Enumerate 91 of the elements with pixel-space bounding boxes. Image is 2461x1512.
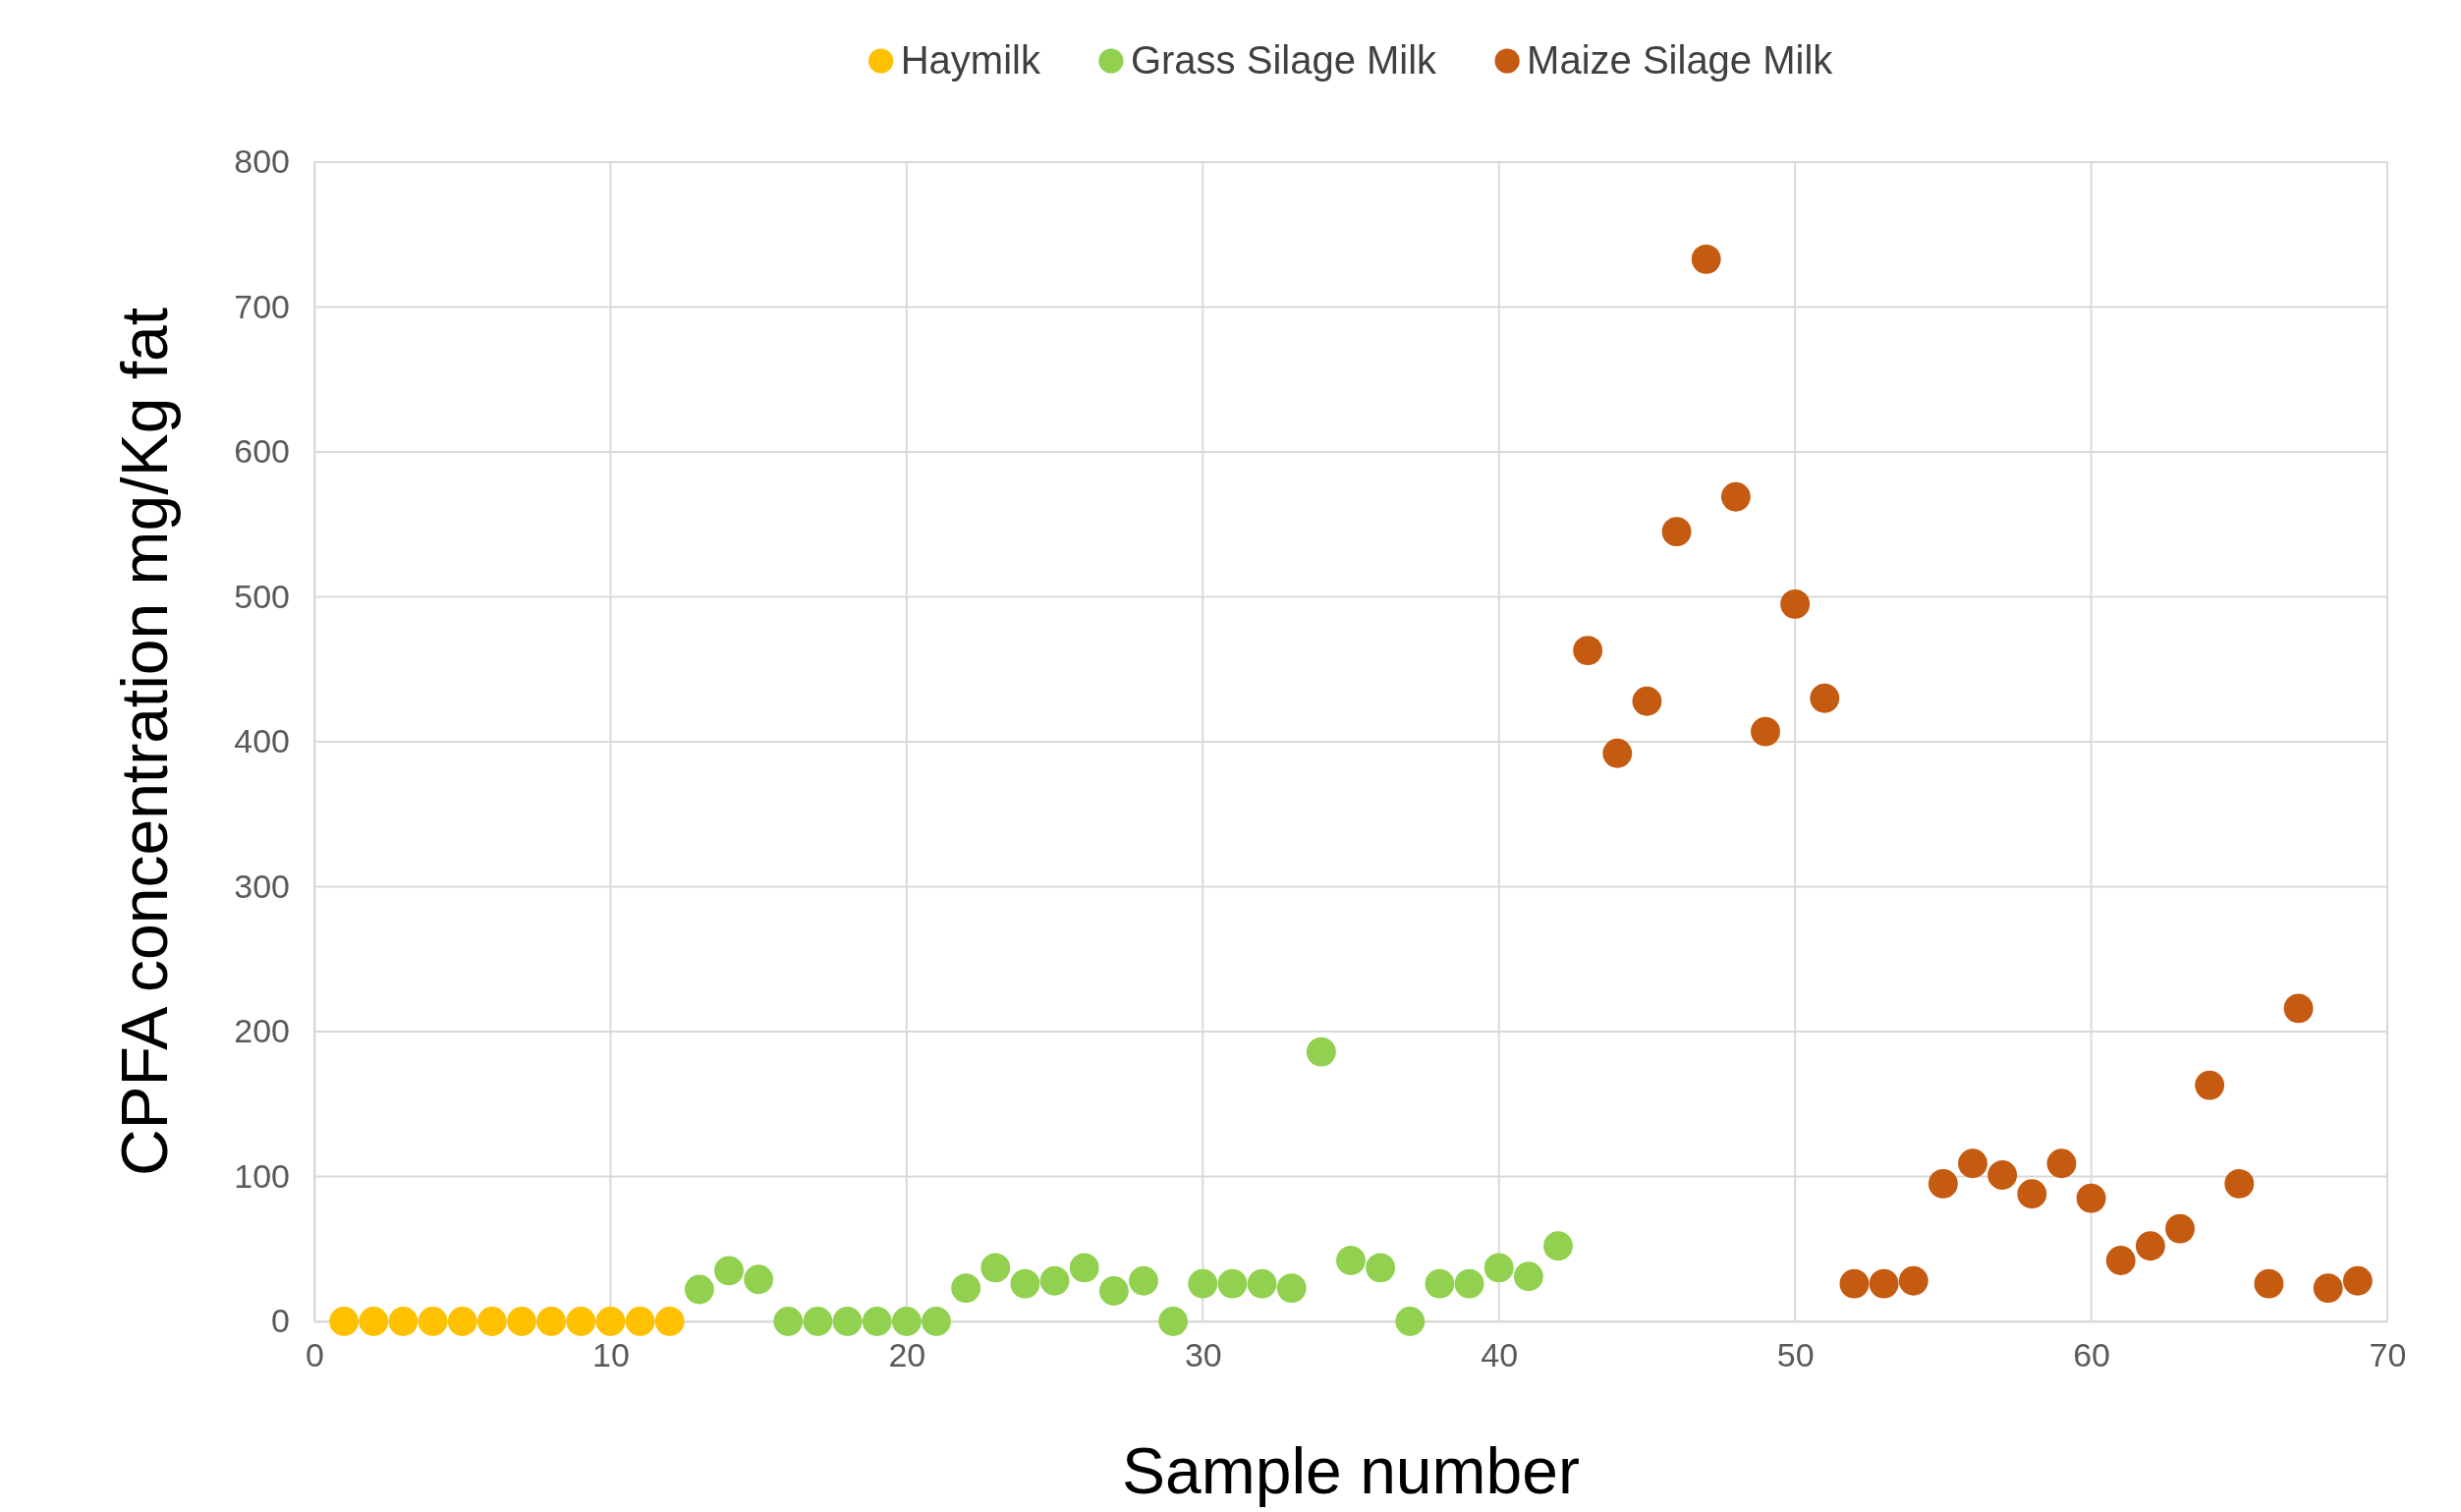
point [536,1307,567,1336]
point [1632,686,1662,716]
point [2165,1213,2195,1244]
point [1780,588,1811,619]
point [714,1256,744,1286]
legend-label: Haymilk [900,38,1041,82]
y-tick-label: 400 [234,722,290,760]
y-tick-label: 300 [234,867,290,905]
point [744,1264,774,1295]
point [1898,1265,1929,1296]
point [1661,517,1692,547]
point [1395,1307,1426,1336]
point [476,1307,507,1336]
point [1958,1148,1987,1179]
point [2283,993,2314,1024]
point [2342,1265,2373,1296]
point [1010,1268,1040,1299]
point [773,1307,804,1336]
legend-label: Maize Silage Milk [1527,38,1834,82]
point [654,1307,685,1336]
point [2254,1268,2284,1299]
point [1987,1160,2018,1190]
point [2224,1168,2255,1199]
point [1513,1261,1543,1292]
point [1336,1246,1366,1275]
point [625,1307,655,1336]
point [2195,1070,2225,1100]
point [566,1307,596,1336]
point [1276,1273,1307,1303]
point [951,1273,981,1303]
point [2313,1273,2343,1303]
point [684,1274,714,1305]
point [2017,1179,2047,1209]
x-tick-label: 40 [1481,1336,1519,1374]
y-tick-label: 700 [234,287,290,325]
point [1602,738,1633,768]
point [1069,1253,1099,1283]
legend-label: Grass Silage Milk [1130,38,1438,82]
point [862,1307,892,1336]
point [891,1307,922,1336]
point [832,1307,863,1336]
point [1039,1265,1070,1296]
y-axis-title: CPFA concentration mg/Kg fat [108,307,181,1177]
point [1869,1268,1899,1299]
point [1573,636,1603,665]
y-tick-label: 100 [234,1156,290,1195]
point [2105,1246,2136,1275]
point [1306,1036,1336,1067]
point [1810,683,1840,713]
point [1366,1253,1396,1283]
point [1158,1307,1189,1336]
point [922,1307,951,1336]
x-tick-label: 60 [2073,1336,2110,1374]
point [1247,1268,1277,1299]
point [1188,1268,1218,1299]
point [1129,1265,1158,1296]
point [1720,481,1751,512]
x-tick-label: 50 [1776,1336,1815,1374]
point [1217,1268,1248,1299]
x-tick-label: 30 [1184,1336,1222,1374]
point [1098,1276,1129,1306]
point [329,1307,360,1336]
y-tick-label: 0 [271,1302,290,1340]
point [1483,1253,1514,1283]
point [1543,1231,1573,1261]
point [507,1307,536,1336]
point [1691,244,1721,274]
x-tick-label: 70 [2369,1336,2407,1374]
point [2076,1183,2106,1213]
point [359,1307,389,1336]
point [388,1307,419,1336]
x-tick-label: 0 [306,1336,324,1374]
point [595,1307,626,1336]
point [1751,716,1780,747]
point [418,1307,448,1336]
point [2135,1231,2165,1261]
x-tick-label: 10 [592,1336,630,1374]
y-tick-label: 500 [234,577,290,615]
y-tick-label: 200 [234,1012,290,1050]
x-tick-label: 20 [888,1336,926,1374]
point [1454,1268,1484,1299]
point [980,1253,1011,1283]
y-tick-label: 800 [234,142,290,181]
point [1425,1268,1455,1299]
x-axis-title: Sample number [1122,1434,1580,1507]
point [447,1307,477,1336]
y-tick-label: 600 [234,432,290,471]
point [2046,1148,2077,1179]
point [1839,1268,1870,1299]
point [1928,1168,1958,1199]
point [803,1307,833,1336]
